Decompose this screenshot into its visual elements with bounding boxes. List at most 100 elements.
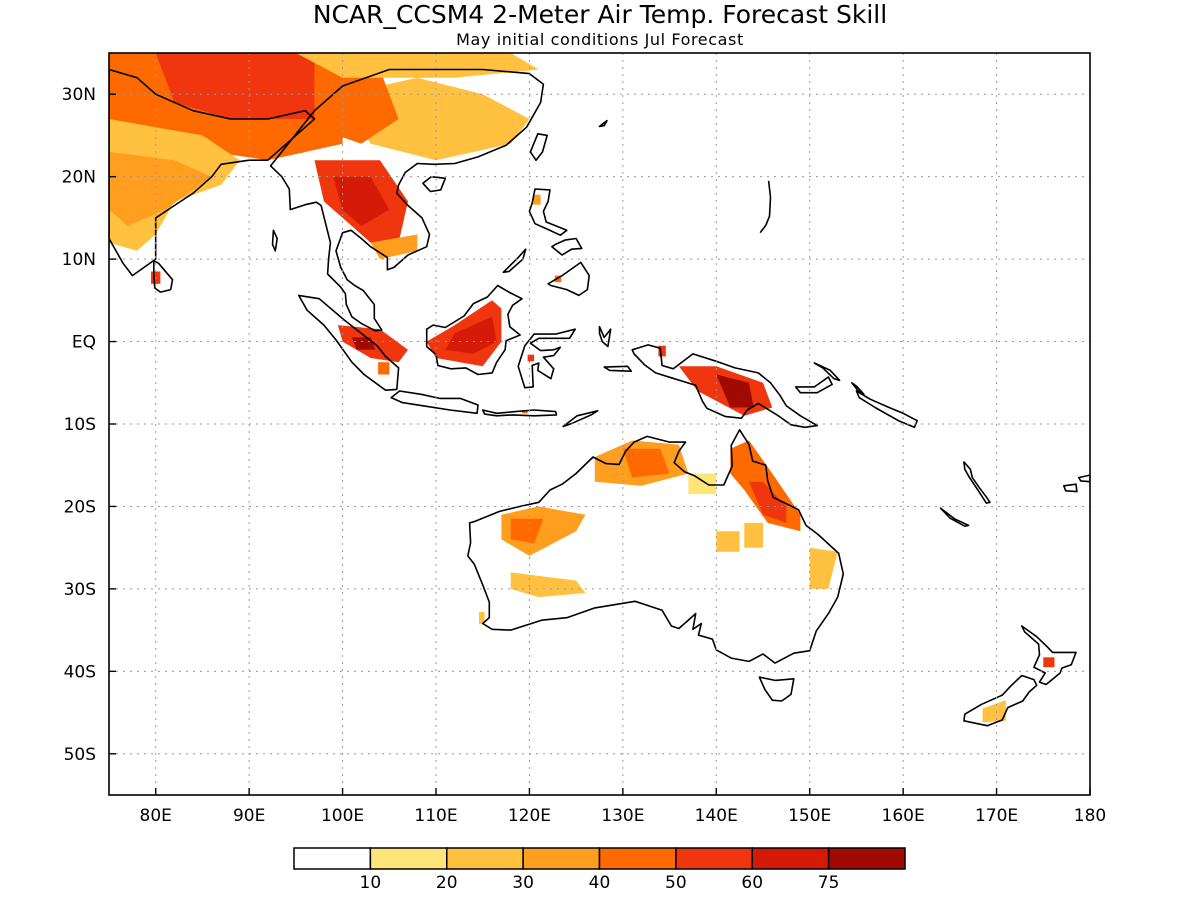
y-tick-label: 30S	[64, 580, 96, 600]
solomon-north	[850, 381, 865, 396]
x-tick-label: 170E	[975, 806, 1018, 826]
skill-region-vietnam-south	[370, 234, 418, 260]
skill-region-australia-east-coast	[809, 547, 838, 589]
x-tick-label: 160E	[882, 806, 925, 826]
x-tick-label: 150E	[788, 806, 831, 826]
borneo-outline	[425, 284, 523, 376]
new-caledonia-outline	[939, 507, 970, 528]
colorbar-label: 50	[665, 873, 687, 893]
y-tick-label: 50S	[64, 745, 96, 765]
x-tick-label: 120E	[508, 806, 551, 826]
java-outline	[390, 390, 479, 415]
skill-shading-layer	[109, 53, 1055, 723]
skill-region-borneo-core	[445, 316, 497, 354]
colorbar-bin	[675, 847, 753, 870]
colorbar-bin	[522, 847, 601, 870]
tasmania-outline	[758, 676, 795, 702]
skill-region-new-zealand-north	[1043, 657, 1055, 668]
solomon-outline	[855, 390, 919, 429]
vanuatu-outline	[963, 461, 991, 504]
skill-region-sumatra-south	[378, 362, 390, 375]
colorbar-label: 60	[741, 873, 763, 893]
skill-region-australia-north-core	[622, 448, 670, 478]
palawan-outline	[502, 248, 527, 274]
y-axis-ticks: 30N 20N 10N EQ 10S 20S 30S 40S 50S	[62, 85, 116, 765]
y-tick-label: 10S	[64, 415, 96, 435]
x-tick-label: 80E	[140, 806, 172, 826]
map-subtitle: May initial conditions Jul Forecast	[456, 30, 744, 49]
nz-south-outline	[963, 674, 1038, 727]
skill-region-luzon	[533, 194, 541, 205]
skill-region-mongolia-north-china	[295, 53, 539, 78]
new-ireland-outline	[813, 362, 841, 382]
skill-region-queensland-core	[749, 481, 787, 523]
skill-region-sulawesi	[527, 354, 535, 362]
x-tick-label: 100E	[321, 806, 364, 826]
skill-region-western-australia-core	[510, 518, 544, 544]
skill-region-australia-gulf	[688, 473, 717, 495]
nz-north-outline	[1020, 625, 1077, 686]
skill-region-western-australia	[501, 506, 586, 556]
mindanao-outline	[547, 261, 591, 297]
colorbar-label: 40	[589, 873, 611, 893]
grid-lines	[109, 53, 1090, 795]
y-tick-label: 20N	[62, 168, 96, 188]
colorbar-label: 20	[436, 873, 458, 893]
colorbar-bin	[751, 847, 830, 870]
colorbar-bin	[827, 847, 906, 870]
fiji-east-outline	[1078, 474, 1090, 483]
sumatra-outline	[297, 294, 400, 392]
luzon-outline	[528, 188, 568, 236]
colorbar-bin	[446, 847, 524, 870]
x-tick-label: 140E	[695, 806, 738, 826]
skill-region-indochina-core	[333, 176, 390, 227]
colorbar-label: 75	[818, 873, 840, 893]
skill-region-china-southwest	[314, 69, 399, 144]
skill-region-new-zealand-south	[982, 700, 1006, 723]
hainan-outline	[422, 175, 447, 193]
colorbar-bin	[293, 847, 372, 870]
x-tick-label: 130E	[601, 806, 644, 826]
new-guinea-outline	[631, 344, 819, 429]
coastline-layer	[109, 68, 1090, 727]
y-tick-label: 40S	[64, 662, 96, 682]
fiji-outline	[1063, 483, 1078, 493]
indian-subcontinent-outline	[109, 68, 316, 277]
taiwan-outline	[529, 133, 549, 161]
china-coast-outline	[269, 68, 545, 332]
sri-lanka-outline	[153, 259, 174, 293]
micronesia-arc	[759, 180, 772, 234]
australia-outline	[466, 428, 845, 664]
colorbar-label: 30	[512, 873, 534, 893]
seram-outline	[603, 365, 633, 373]
visayas-outline	[551, 237, 583, 256]
sulawesi-outline	[517, 328, 577, 389]
x-tick-label: 180	[1074, 806, 1106, 826]
new-britain-outline	[794, 376, 833, 394]
x-tick-label: 110E	[414, 806, 457, 826]
y-tick-label: 30N	[62, 85, 96, 105]
colorbar-label: 10	[360, 873, 382, 893]
skill-region-queensland-tail	[744, 522, 763, 548]
skill-region-australia-southwest	[479, 612, 485, 625]
y-tick-label: 10N	[62, 250, 96, 270]
colorbar-bin	[369, 847, 448, 870]
colorbar-legend: 10 20 30 40 50 60 75	[293, 847, 906, 893]
x-tick-label: 90E	[233, 806, 265, 826]
timor-outline	[562, 409, 599, 428]
japan-south-outline	[598, 119, 608, 128]
skill-region-indian-subcontinent-mid	[109, 151, 212, 227]
y-tick-label: 20S	[64, 497, 96, 517]
lesser-sunda-outline	[481, 409, 558, 417]
skill-region-new-guinea-core	[716, 374, 754, 408]
colorbar-bin	[598, 847, 677, 870]
skill-region-australia-central	[510, 572, 586, 598]
map-title: NCAR_CCSM4 2-Meter Air Temp. Forecast Sk…	[313, 0, 887, 29]
halmahera-outline	[598, 325, 612, 348]
x-axis-ticks: 80E 90E 100E 110E 120E 130E 140E 150E 160E 170E 18…	[140, 788, 1106, 826]
andaman-outline	[271, 229, 279, 252]
y-tick-label: EQ	[72, 333, 96, 353]
skill-region-south-asia-north-core	[155, 53, 315, 119]
skill-region-australia-mid	[716, 531, 740, 552]
